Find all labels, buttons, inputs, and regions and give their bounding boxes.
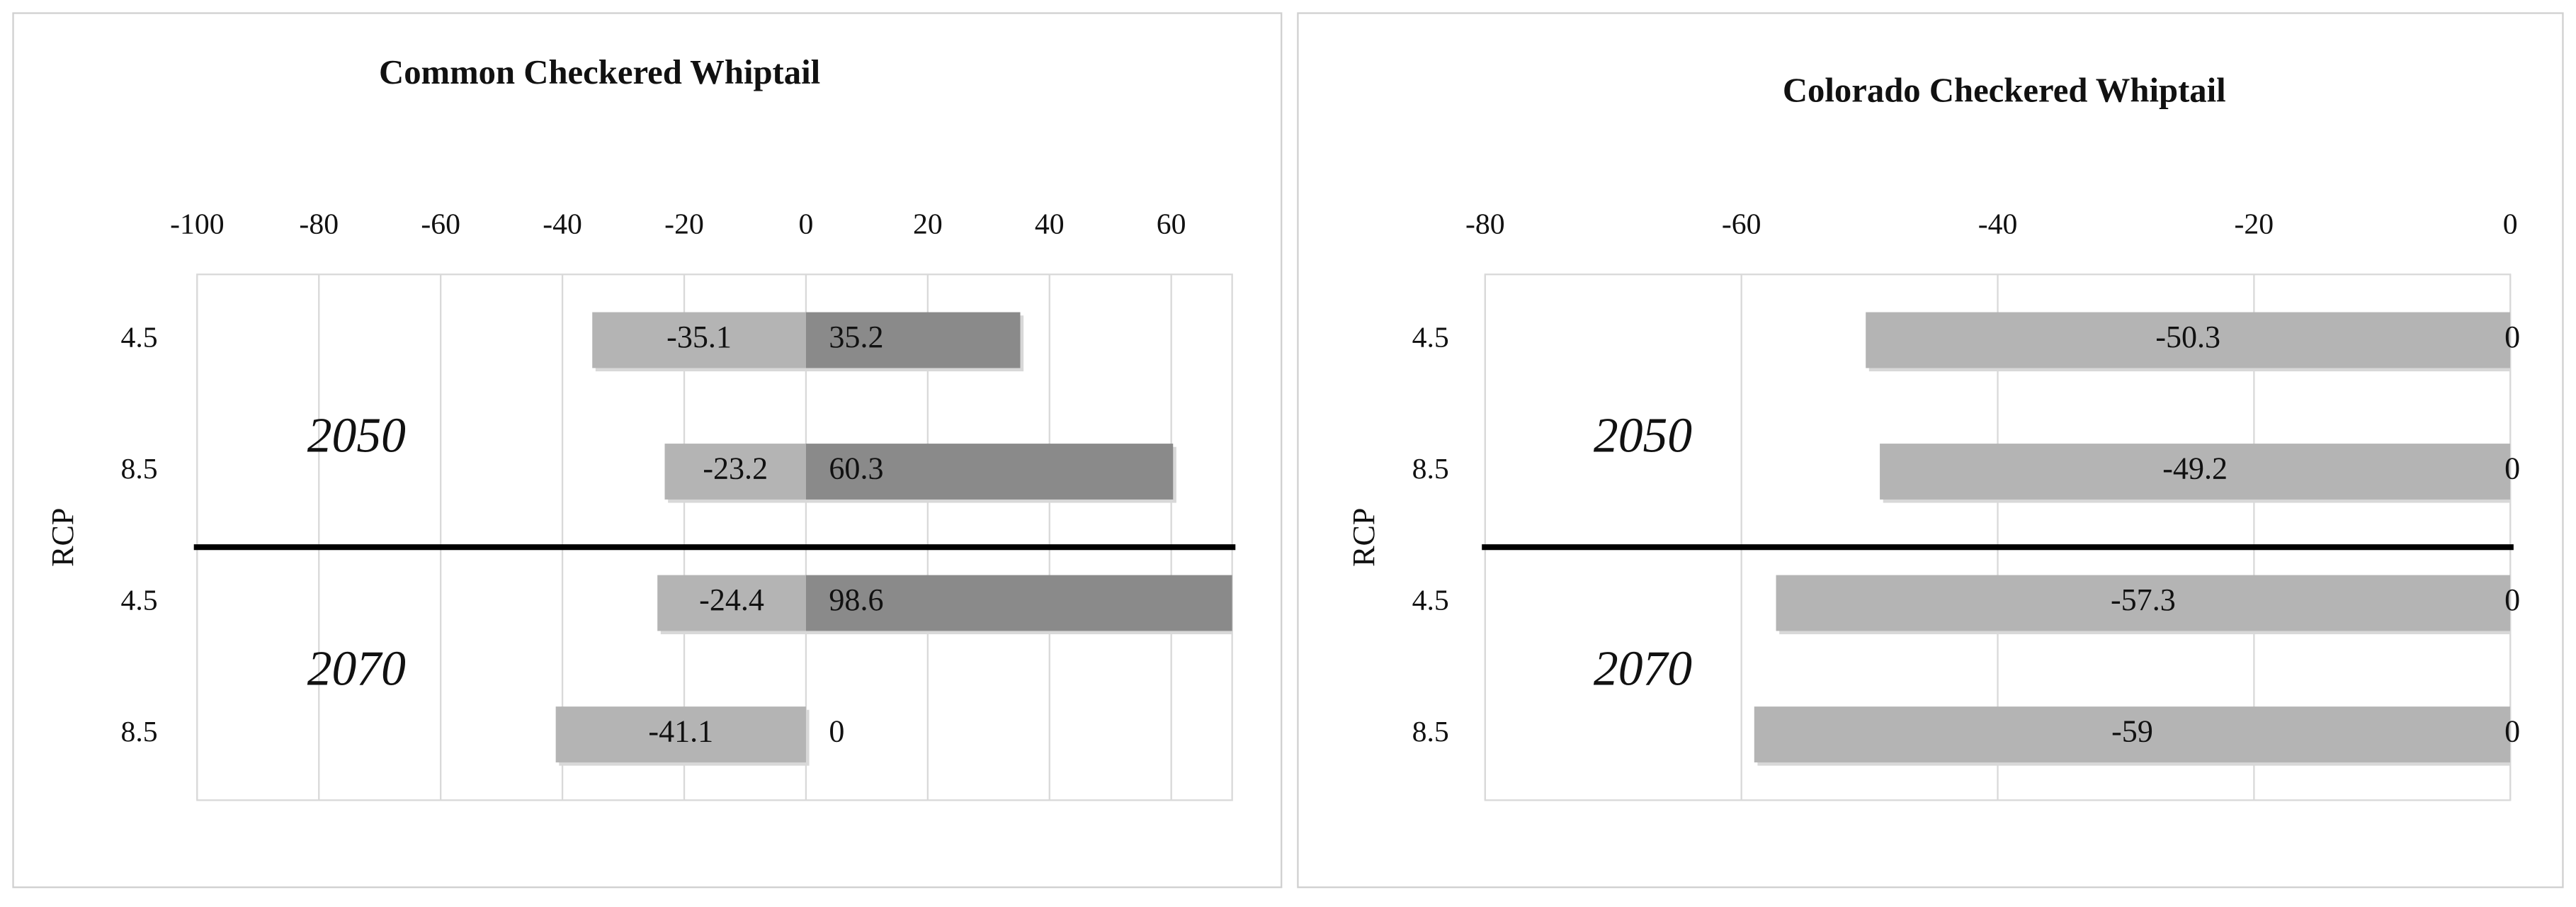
bar [1776, 575, 2511, 631]
x-tick-label: 40 [1035, 208, 1065, 241]
data-label: 98.6 [829, 582, 883, 617]
data-label: 0 [2504, 714, 2520, 749]
data-label: -35.1 [666, 320, 732, 354]
y-axis-label: RCP [45, 508, 80, 567]
chart-title: Colorado Checkered Whiptail [1783, 71, 2226, 109]
x-tick-label: -20 [664, 208, 704, 241]
data-label: -50.3 [2155, 320, 2220, 354]
x-tick-label: 20 [913, 208, 943, 241]
bar [664, 444, 806, 500]
data-label: -24.4 [699, 582, 764, 617]
data-label: 35.2 [829, 320, 883, 354]
bar [1880, 444, 2511, 500]
data-label: 0 [2504, 320, 2520, 354]
data-label: 60.3 [829, 451, 883, 486]
y-tick-label: 8.5 [1412, 453, 1449, 485]
chart-title: Common Checkered Whiptail [379, 53, 820, 91]
x-tick-label: -100 [170, 208, 225, 241]
x-tick-label: -20 [2235, 208, 2274, 241]
data-label: -41.1 [648, 714, 713, 749]
period-label: 2070 [307, 642, 406, 697]
bar [1866, 312, 2511, 368]
bars [1754, 312, 2511, 766]
y-tick-label: 4.5 [1412, 585, 1449, 617]
data-label: 0 [2504, 451, 2520, 486]
x-tick-label: 0 [798, 208, 813, 241]
x-tick-label: -40 [1978, 208, 2018, 241]
y-tick-label: 4.5 [1412, 322, 1449, 354]
y-tick-label: 4.5 [120, 585, 157, 617]
y-axis-label: RCP [1346, 508, 1381, 567]
x-tick-label: -40 [543, 208, 582, 241]
y-tick-label: 8.5 [1412, 716, 1449, 748]
data-label: -49.2 [2162, 451, 2228, 486]
bar [555, 706, 806, 762]
x-tick-label: -80 [1465, 208, 1505, 241]
period-label: 2050 [307, 408, 406, 463]
data-label: -59 [2111, 714, 2153, 749]
bar [805, 444, 1174, 500]
x-tick-label: -60 [421, 208, 460, 241]
bar [657, 575, 806, 631]
y-tick-label: 8.5 [120, 716, 157, 748]
y-tick-label: 8.5 [120, 453, 157, 485]
bar [1754, 706, 2511, 762]
period-label: 2050 [1594, 408, 1692, 463]
period-label: 2070 [1594, 642, 1692, 697]
bars [555, 312, 1232, 766]
data-label: 0 [829, 714, 844, 749]
bar [805, 575, 1232, 631]
bar [592, 312, 806, 368]
x-tick-label: 0 [2503, 208, 2518, 241]
data-label: -57.3 [2111, 582, 2176, 617]
y-tick-label: 4.5 [120, 322, 157, 354]
data-label: 0 [2504, 582, 2520, 617]
x-tick-label: -80 [299, 208, 339, 241]
data-label: -23.2 [703, 451, 768, 486]
x-tick-label: 60 [1157, 208, 1186, 241]
x-tick-label: -60 [1722, 208, 1761, 241]
bar [805, 312, 1021, 368]
